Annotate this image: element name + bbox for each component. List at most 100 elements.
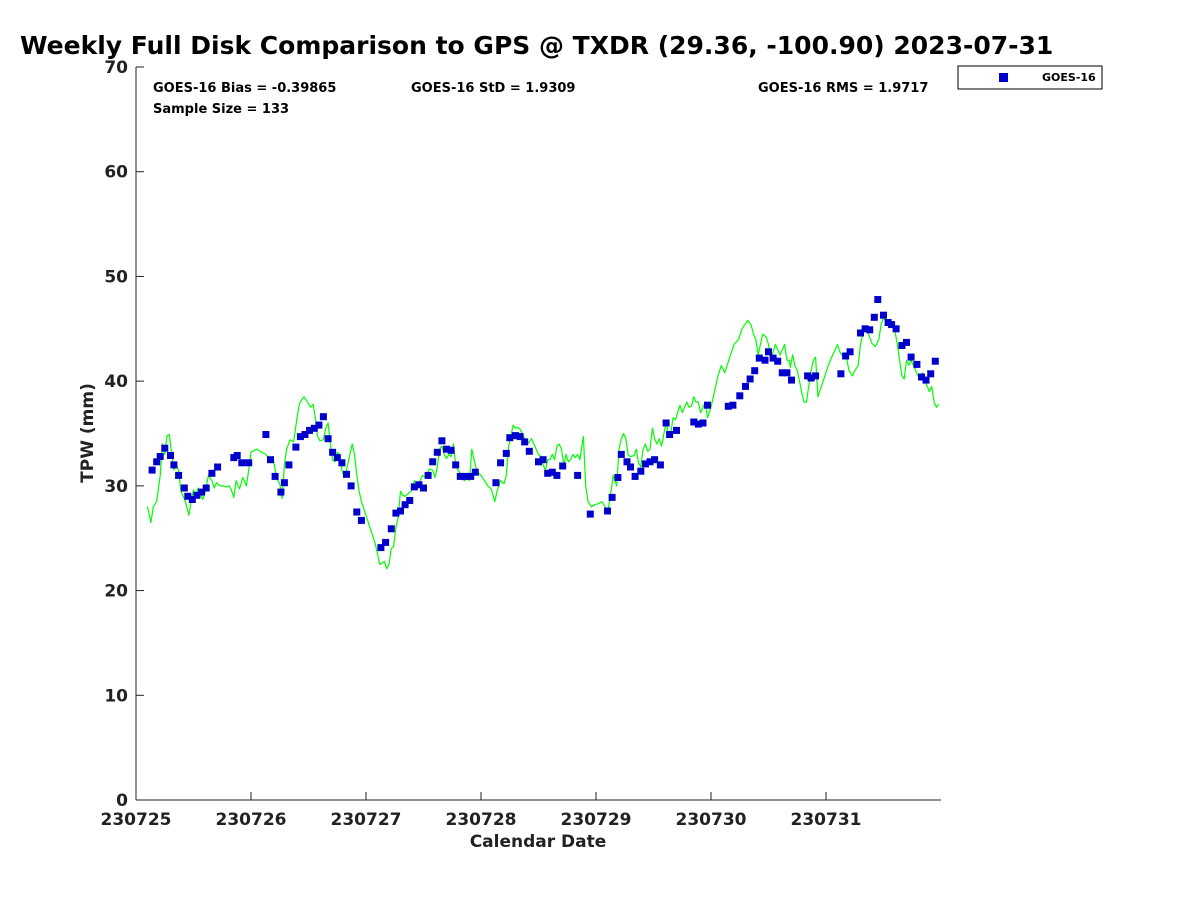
goes-16-point	[646, 458, 654, 466]
x-tick-label: 230729	[561, 810, 632, 830]
gps-series-line	[146, 317, 940, 570]
goes-16-point	[516, 433, 524, 441]
chart-title: Weekly Full Disk Comparison to GPS @ TXD…	[20, 31, 1053, 60]
goes-16-point	[296, 433, 304, 441]
goes-16-point	[631, 472, 639, 480]
goes-16-point	[198, 488, 206, 496]
goes-16-point	[525, 447, 533, 455]
x-tick-label: 230731	[791, 810, 862, 830]
goes-16-point	[512, 432, 519, 440]
y-tick-label: 40	[104, 372, 128, 392]
sample-size-stat: Sample Size = 133	[153, 102, 289, 117]
goes-16-point	[492, 479, 500, 487]
goes-16-point	[310, 424, 318, 432]
goes-16-point	[927, 370, 935, 378]
goes-16-point	[447, 446, 455, 454]
goes-16-point	[931, 357, 939, 365]
goes-16-point	[736, 392, 744, 400]
y-tick-label: 20	[104, 582, 128, 602]
goes-16-point	[306, 426, 314, 434]
goes-16-point	[586, 510, 594, 518]
goes-16-point	[617, 450, 625, 458]
goes-16-point	[857, 329, 864, 337]
goes-16-point	[746, 375, 754, 383]
goes-16-point	[406, 497, 414, 504]
goes-16-point	[357, 516, 365, 524]
goes-16-point	[347, 482, 355, 490]
goes-16-point	[353, 508, 361, 516]
goes-16-point	[301, 431, 309, 438]
goes-16-point	[539, 456, 547, 464]
x-tick-label: 230727	[331, 810, 402, 830]
goes-16-point	[559, 462, 567, 470]
goes-16-point	[637, 467, 645, 475]
goes-16-point	[443, 445, 450, 453]
goes-16-point	[161, 444, 169, 452]
goes-16-point	[170, 461, 178, 469]
goes-16-point	[907, 353, 915, 361]
goes-16-point	[548, 468, 556, 476]
goes-16-point	[742, 382, 749, 390]
goes-16-point	[544, 469, 552, 477]
goes-16-point	[285, 461, 293, 469]
goes-16-point	[148, 466, 156, 474]
gps-line-segment	[146, 317, 940, 570]
goes-16-point	[502, 449, 510, 457]
y-tick-label: 30	[104, 477, 128, 497]
goes-16-point	[456, 472, 464, 480]
y-tick-label: 70	[104, 58, 128, 78]
goes-16-point	[387, 525, 395, 533]
goes-16-point	[167, 452, 174, 459]
goes-16-point	[574, 471, 582, 479]
legend-box	[957, 65, 1103, 90]
goes-16-point	[673, 426, 680, 434]
legend-label-goes-16: GOES-16	[1042, 71, 1096, 84]
goes-16-point	[778, 369, 786, 377]
goes-16-point	[280, 479, 288, 487]
goes-16-point	[614, 474, 622, 481]
goes-16-point	[153, 458, 161, 466]
goes-16-point	[892, 325, 900, 333]
y-tick-label: 50	[104, 267, 128, 287]
goes-16-point	[214, 463, 222, 471]
goes-16-point	[324, 435, 332, 443]
goes-16-point	[623, 458, 631, 466]
goes-16-point	[156, 453, 164, 460]
goes-16-point	[415, 481, 423, 489]
goes-16-point	[401, 501, 409, 509]
y-axis-label: TPW (mm)	[78, 383, 98, 483]
goes-16-point	[846, 348, 854, 356]
goes-16-point	[193, 491, 201, 499]
goes-16-point	[271, 472, 279, 480]
goes-16-point	[202, 484, 210, 492]
goes-16-point	[898, 342, 906, 349]
goes-16-point	[397, 507, 404, 515]
x-axis-label: Calendar Date	[470, 832, 607, 852]
goes-16-point	[666, 431, 674, 438]
goes-16-point	[812, 372, 820, 380]
goes-16-point	[699, 419, 707, 427]
goes-16-point	[627, 463, 634, 471]
goes-16-point	[420, 484, 427, 492]
goes-16-point	[774, 357, 782, 365]
goes-16-point	[651, 456, 659, 464]
goes-16-point	[497, 459, 505, 467]
goes-16-point	[471, 468, 479, 476]
goes-16-point	[329, 448, 337, 456]
goes-16-point	[180, 484, 188, 492]
goes-16-point	[267, 456, 274, 464]
goes-16-point	[208, 469, 216, 477]
goes-16-point	[238, 459, 246, 467]
legend: GOES-16	[957, 65, 1103, 90]
goes-16-point	[807, 374, 815, 382]
x-tick-label: 230725	[101, 810, 172, 830]
goes-16-point	[429, 458, 437, 466]
goes-16-point	[233, 452, 241, 459]
goes-16-point	[188, 496, 196, 503]
goes-16-point	[410, 483, 418, 491]
goes-16-point	[837, 370, 845, 378]
goes-16-point	[755, 354, 763, 362]
goes-16-point	[521, 438, 529, 446]
goes-16-point	[277, 488, 285, 496]
